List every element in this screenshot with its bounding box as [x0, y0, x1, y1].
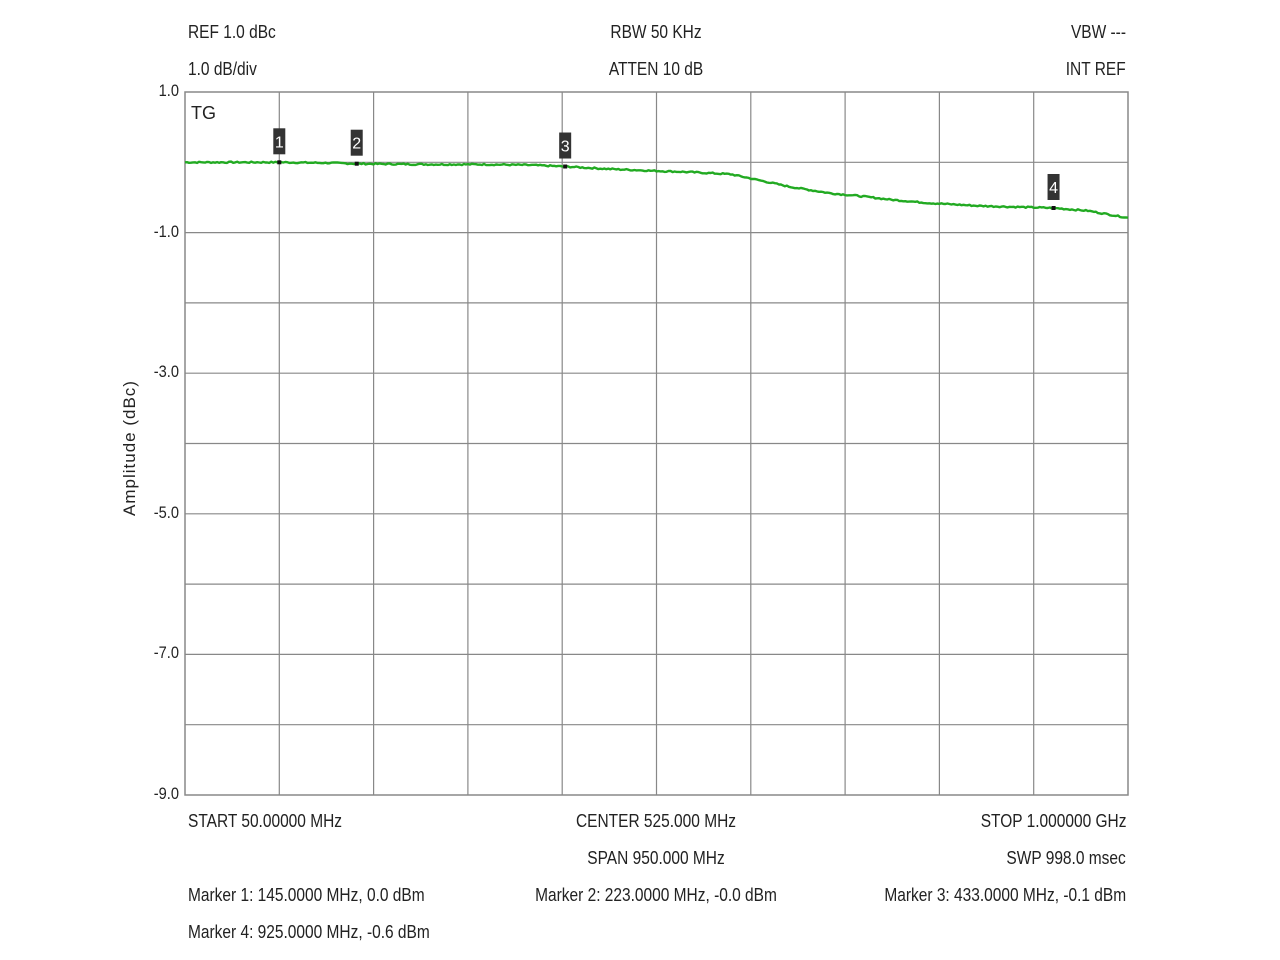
marker-4-readout: Marker 4: 925.0000 MHz, -0.6 dBm — [188, 922, 430, 942]
marker-flag — [350, 129, 363, 156]
tg-label: TG — [191, 103, 216, 123]
stop-frequency: STOP 1.000000 GHz — [980, 811, 1126, 831]
y-tick-label: -3.0 — [153, 362, 179, 382]
start-frequency: START 50.00000 MHz — [188, 811, 343, 831]
y-tick-label: -1.0 — [153, 221, 179, 241]
ref-level: REF 1.0 dBc — [188, 22, 276, 42]
marker-number: 2 — [352, 136, 361, 153]
scale-per-div: 1.0 dB/div — [188, 59, 257, 79]
center-frequency: CENTER 525.000 MHz — [575, 811, 737, 831]
vbw-setting: VBW --- — [1070, 22, 1126, 42]
marker-1-readout: Marker 1: 145.0000 MHz, 0.0 dBm — [188, 885, 425, 905]
atten-setting: ATTEN 10 dB — [608, 59, 704, 79]
marker-point — [354, 161, 359, 166]
marker-number: 3 — [561, 139, 570, 156]
marker-point — [277, 160, 282, 165]
marker-number: 1 — [275, 134, 284, 151]
sweep-time: SWP 998.0 msec — [1006, 848, 1126, 868]
rbw-setting: RBW 50 KHz — [610, 22, 702, 42]
int-ref-setting: INT REF — [1066, 59, 1126, 79]
marker-flag — [273, 128, 286, 155]
marker-flag — [559, 132, 572, 159]
y-tick-label: -9.0 — [153, 784, 179, 803]
y-tick-label: 1.0 — [158, 81, 179, 100]
trace-line — [184, 160, 1129, 219]
y-tick-label: -5.0 — [153, 502, 179, 522]
marker-flag — [1047, 173, 1060, 200]
marker-3-readout: Marker 3: 433.0000 MHz, -0.1 dBm — [884, 885, 1126, 905]
marker-point — [563, 164, 568, 169]
marker-2-readout: Marker 2: 223.0000 MHz, -0.0 dBm — [535, 885, 777, 905]
marker-point — [1051, 205, 1056, 210]
marker-number: 4 — [1049, 180, 1058, 197]
span-frequency: SPAN 950.000 MHz — [587, 848, 725, 868]
y-tick-label: -7.0 — [153, 643, 179, 663]
